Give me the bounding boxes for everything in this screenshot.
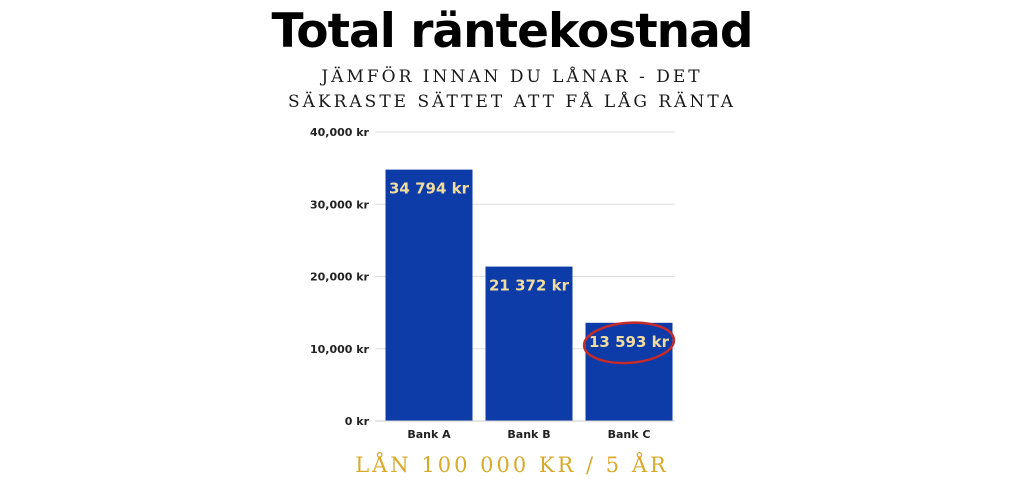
bar (385, 169, 473, 421)
y-tick-label: 20,000 kr (310, 271, 370, 284)
bar (485, 266, 573, 421)
x-category-label: Bank B (507, 428, 550, 441)
y-tick-label: 10,000 kr (310, 343, 370, 356)
y-tick-label: 30,000 kr (310, 198, 370, 211)
x-category-label: Bank C (608, 428, 651, 441)
loan-footer: LÅN 100 000 KR / 5 ÅR (355, 453, 669, 477)
chart-subtitle-line-2: SÄKRASTE SÄTTET ATT FÅ LÅG RÄNTA (287, 92, 737, 112)
chart-subtitle-line-1: JÄMFÖR INNAN DU LÅNAR - DET (321, 67, 703, 87)
highlight-circle (582, 321, 676, 365)
bar (585, 322, 673, 421)
chart-title: Total räntekostnad (271, 4, 753, 59)
y-tick-label: 40,000 kr (310, 126, 370, 139)
bar-value-label: 21 372 kr (489, 277, 570, 295)
bar-value-label: 34 794 kr (389, 180, 470, 198)
y-tick-label: 0 kr (345, 415, 370, 428)
x-category-label: Bank A (407, 428, 451, 441)
bar-value-label: 13 593 kr (589, 333, 670, 351)
